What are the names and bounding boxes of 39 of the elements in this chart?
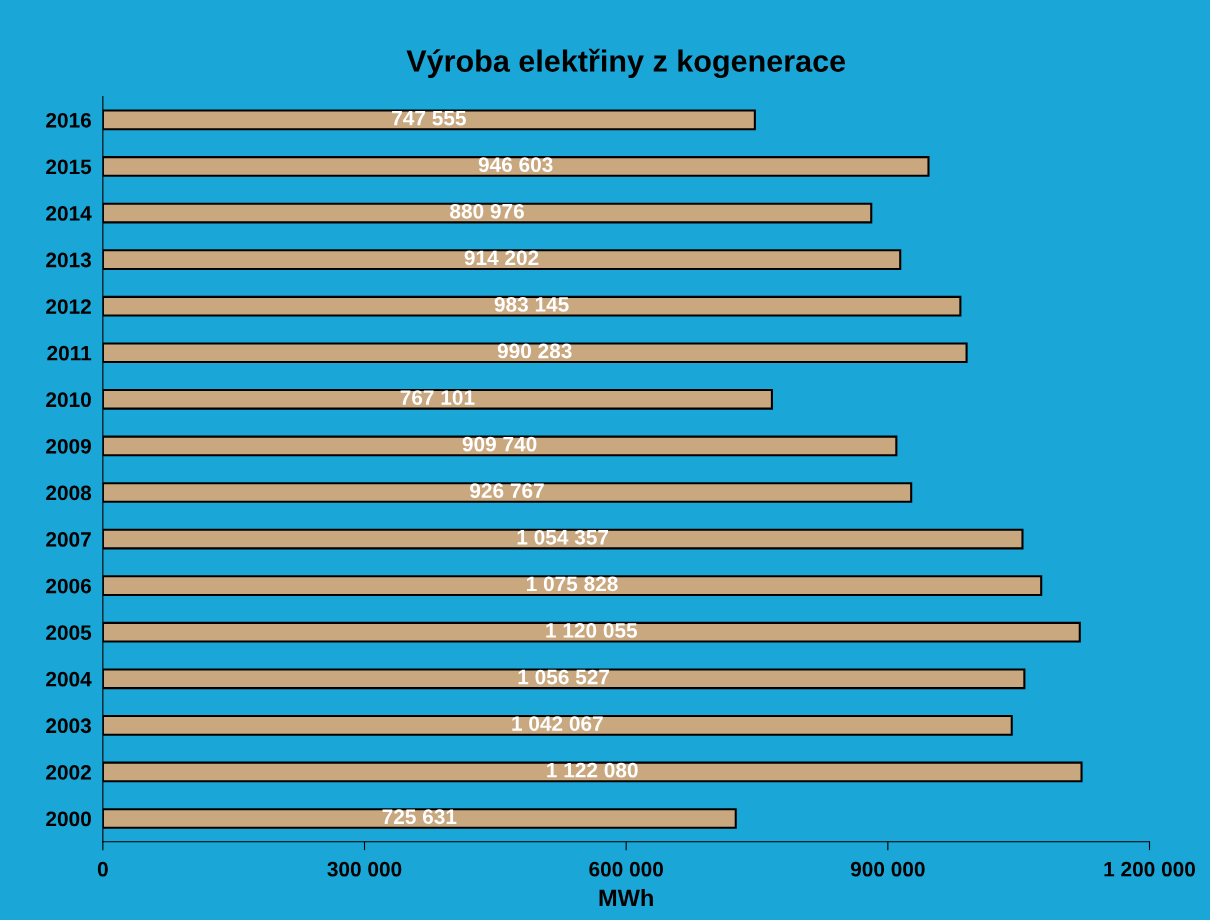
- y-tick-label: 2000: [46, 811, 91, 827]
- data-label: 880 976: [450, 203, 524, 219]
- y-tick-label: 2012: [46, 299, 91, 314]
- data-label: 1 122 080: [547, 762, 638, 778]
- data-label: 983 145: [494, 297, 569, 312]
- y-tick-label: 2004: [46, 671, 92, 687]
- data-label: 914 202: [464, 250, 539, 266]
- y-tick-label: 2015: [46, 159, 92, 175]
- x-tick-label: 600 000: [589, 861, 663, 877]
- x-axis-title: MWh: [599, 889, 653, 907]
- data-label: 946 603: [478, 157, 553, 173]
- chart-title: Výroba elektřiny z kogenerace: [406, 48, 846, 79]
- data-label: 1 042 067: [512, 716, 603, 731]
- y-tick-label: 2013: [46, 252, 91, 268]
- data-label: 747 555: [392, 110, 466, 126]
- data-label: 926 767: [470, 483, 544, 499]
- y-tick-label: 2016: [46, 112, 91, 128]
- y-tick-label: 2007: [46, 532, 91, 547]
- data-label: 1 056 527: [518, 669, 610, 685]
- x-tick-label: 900 000: [850, 861, 925, 877]
- y-tick-label: 2002: [46, 764, 91, 780]
- y-tick-label: 2010: [46, 392, 91, 408]
- data-label: 767 101: [400, 390, 475, 405]
- y-tick-label: 2003: [46, 718, 91, 734]
- y-tick-label: 2011: [47, 345, 92, 361]
- data-label: 990 283: [497, 343, 572, 359]
- data-label: 725 631: [382, 809, 457, 825]
- data-label: 1 054 357: [517, 529, 609, 545]
- x-tick-label: 0: [97, 861, 108, 877]
- y-tick-label: 2009: [46, 438, 91, 454]
- data-label: 1 120 055: [546, 623, 638, 638]
- x-tick-label: 300 000: [327, 861, 402, 877]
- x-tick-label: 1 200 000: [1104, 861, 1195, 877]
- data-label: 909 740: [462, 436, 537, 452]
- y-tick-label: 2014: [46, 206, 92, 221]
- y-tick-label: 2006: [46, 578, 91, 594]
- y-tick-label: 2005: [46, 625, 92, 640]
- y-tick-label: 2008: [46, 485, 92, 501]
- data-label: 1 075 828: [527, 576, 618, 592]
